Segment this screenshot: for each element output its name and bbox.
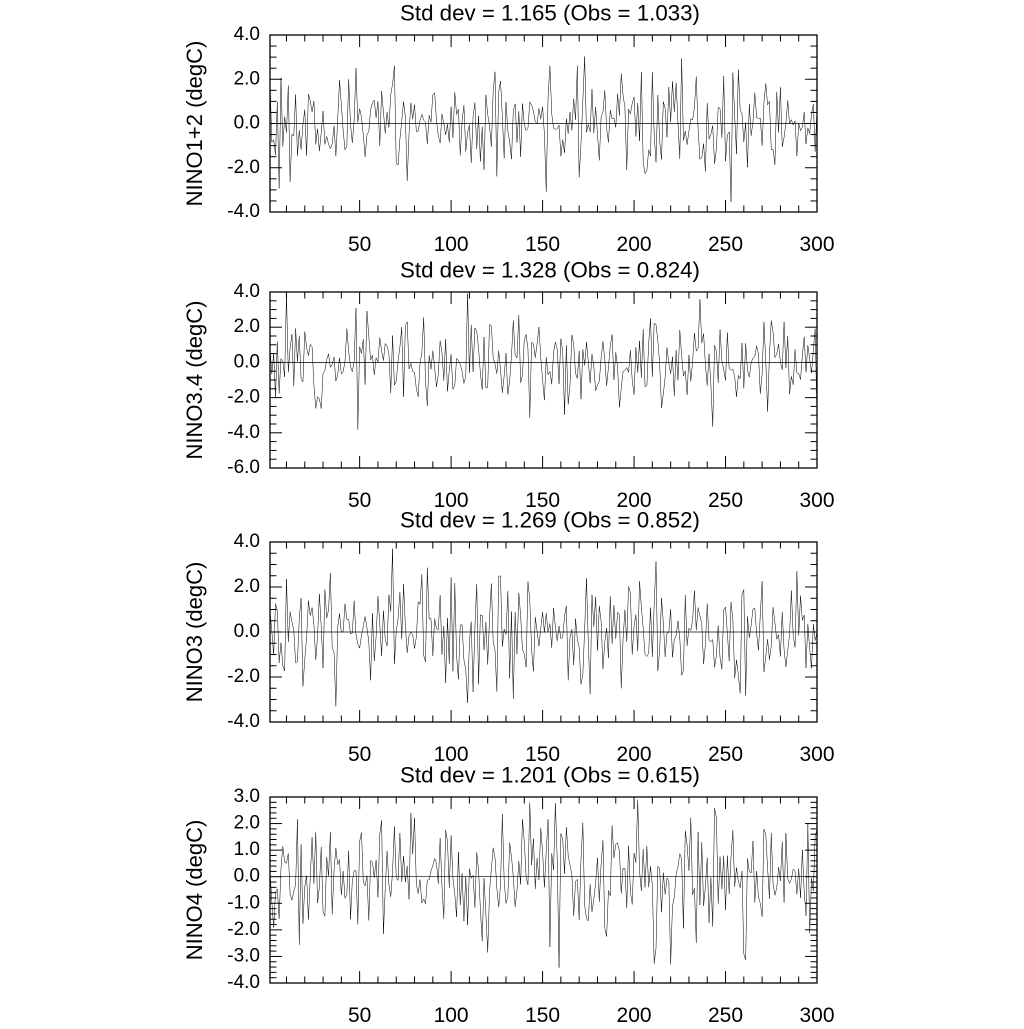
svg-text:Std dev = 1.328 (Obs = 0.824): Std dev = 1.328 (Obs = 0.824) — [400, 258, 700, 283]
svg-text:250: 250 — [708, 743, 743, 766]
svg-text:-1.0: -1.0 — [227, 892, 260, 913]
svg-text:Std dev = 1.165 (Obs = 1.033): Std dev = 1.165 (Obs = 1.033) — [400, 1, 700, 26]
svg-text:200: 200 — [617, 233, 652, 256]
svg-text:0.0: 0.0 — [234, 866, 260, 887]
svg-text:Std dev = 1.201 (Obs = 0.615): Std dev = 1.201 (Obs = 0.615) — [400, 763, 700, 788]
svg-text:2.0: 2.0 — [234, 813, 260, 834]
svg-text:-4.0: -4.0 — [227, 422, 260, 443]
svg-text:50: 50 — [348, 743, 371, 766]
svg-text:50: 50 — [348, 233, 371, 256]
svg-text:300: 300 — [799, 743, 834, 766]
svg-text:300: 300 — [799, 1004, 834, 1024]
svg-text:NINO3 (degC): NINO3 (degC) — [182, 562, 207, 703]
svg-text:-2.0: -2.0 — [227, 919, 260, 940]
svg-text:3.0: 3.0 — [234, 786, 260, 807]
svg-text:4.0: 4.0 — [234, 531, 260, 552]
svg-text:-6.0: -6.0 — [227, 457, 260, 478]
svg-text:-2.0: -2.0 — [227, 387, 260, 408]
svg-text:2.0: 2.0 — [234, 576, 260, 597]
svg-text:4.0: 4.0 — [234, 281, 260, 302]
svg-text:NINO3.4 (degC): NINO3.4 (degC) — [182, 301, 207, 460]
svg-text:0.0: 0.0 — [234, 351, 260, 372]
svg-text:Std dev = 1.269 (Obs = 0.852): Std dev = 1.269 (Obs = 0.852) — [400, 508, 700, 533]
svg-text:150: 150 — [525, 1004, 560, 1024]
svg-text:-4.0: -4.0 — [227, 711, 260, 732]
svg-text:200: 200 — [617, 1004, 652, 1024]
svg-text:100: 100 — [434, 1004, 469, 1024]
svg-text:250: 250 — [708, 1004, 743, 1024]
svg-text:-2.0: -2.0 — [227, 666, 260, 687]
svg-text:250: 250 — [708, 489, 743, 512]
svg-text:0.0: 0.0 — [234, 113, 260, 134]
svg-text:50: 50 — [348, 1004, 371, 1024]
svg-text:100: 100 — [434, 233, 469, 256]
svg-text:1.0: 1.0 — [234, 839, 260, 860]
svg-text:NINO4 (degC): NINO4 (degC) — [182, 820, 207, 961]
svg-text:50: 50 — [348, 489, 371, 512]
svg-text:300: 300 — [799, 489, 834, 512]
svg-text:-3.0: -3.0 — [227, 945, 260, 966]
svg-text:0.0: 0.0 — [234, 621, 260, 642]
svg-text:NINO1+2 (degC): NINO1+2 (degC) — [182, 41, 207, 207]
svg-text:-4.0: -4.0 — [227, 972, 260, 993]
svg-text:-4.0: -4.0 — [227, 201, 260, 222]
svg-text:4.0: 4.0 — [234, 24, 260, 45]
svg-text:250: 250 — [708, 233, 743, 256]
svg-text:300: 300 — [799, 233, 834, 256]
svg-text:150: 150 — [525, 233, 560, 256]
svg-text:2.0: 2.0 — [234, 316, 260, 337]
svg-text:2.0: 2.0 — [234, 68, 260, 89]
svg-text:-2.0: -2.0 — [227, 157, 260, 178]
